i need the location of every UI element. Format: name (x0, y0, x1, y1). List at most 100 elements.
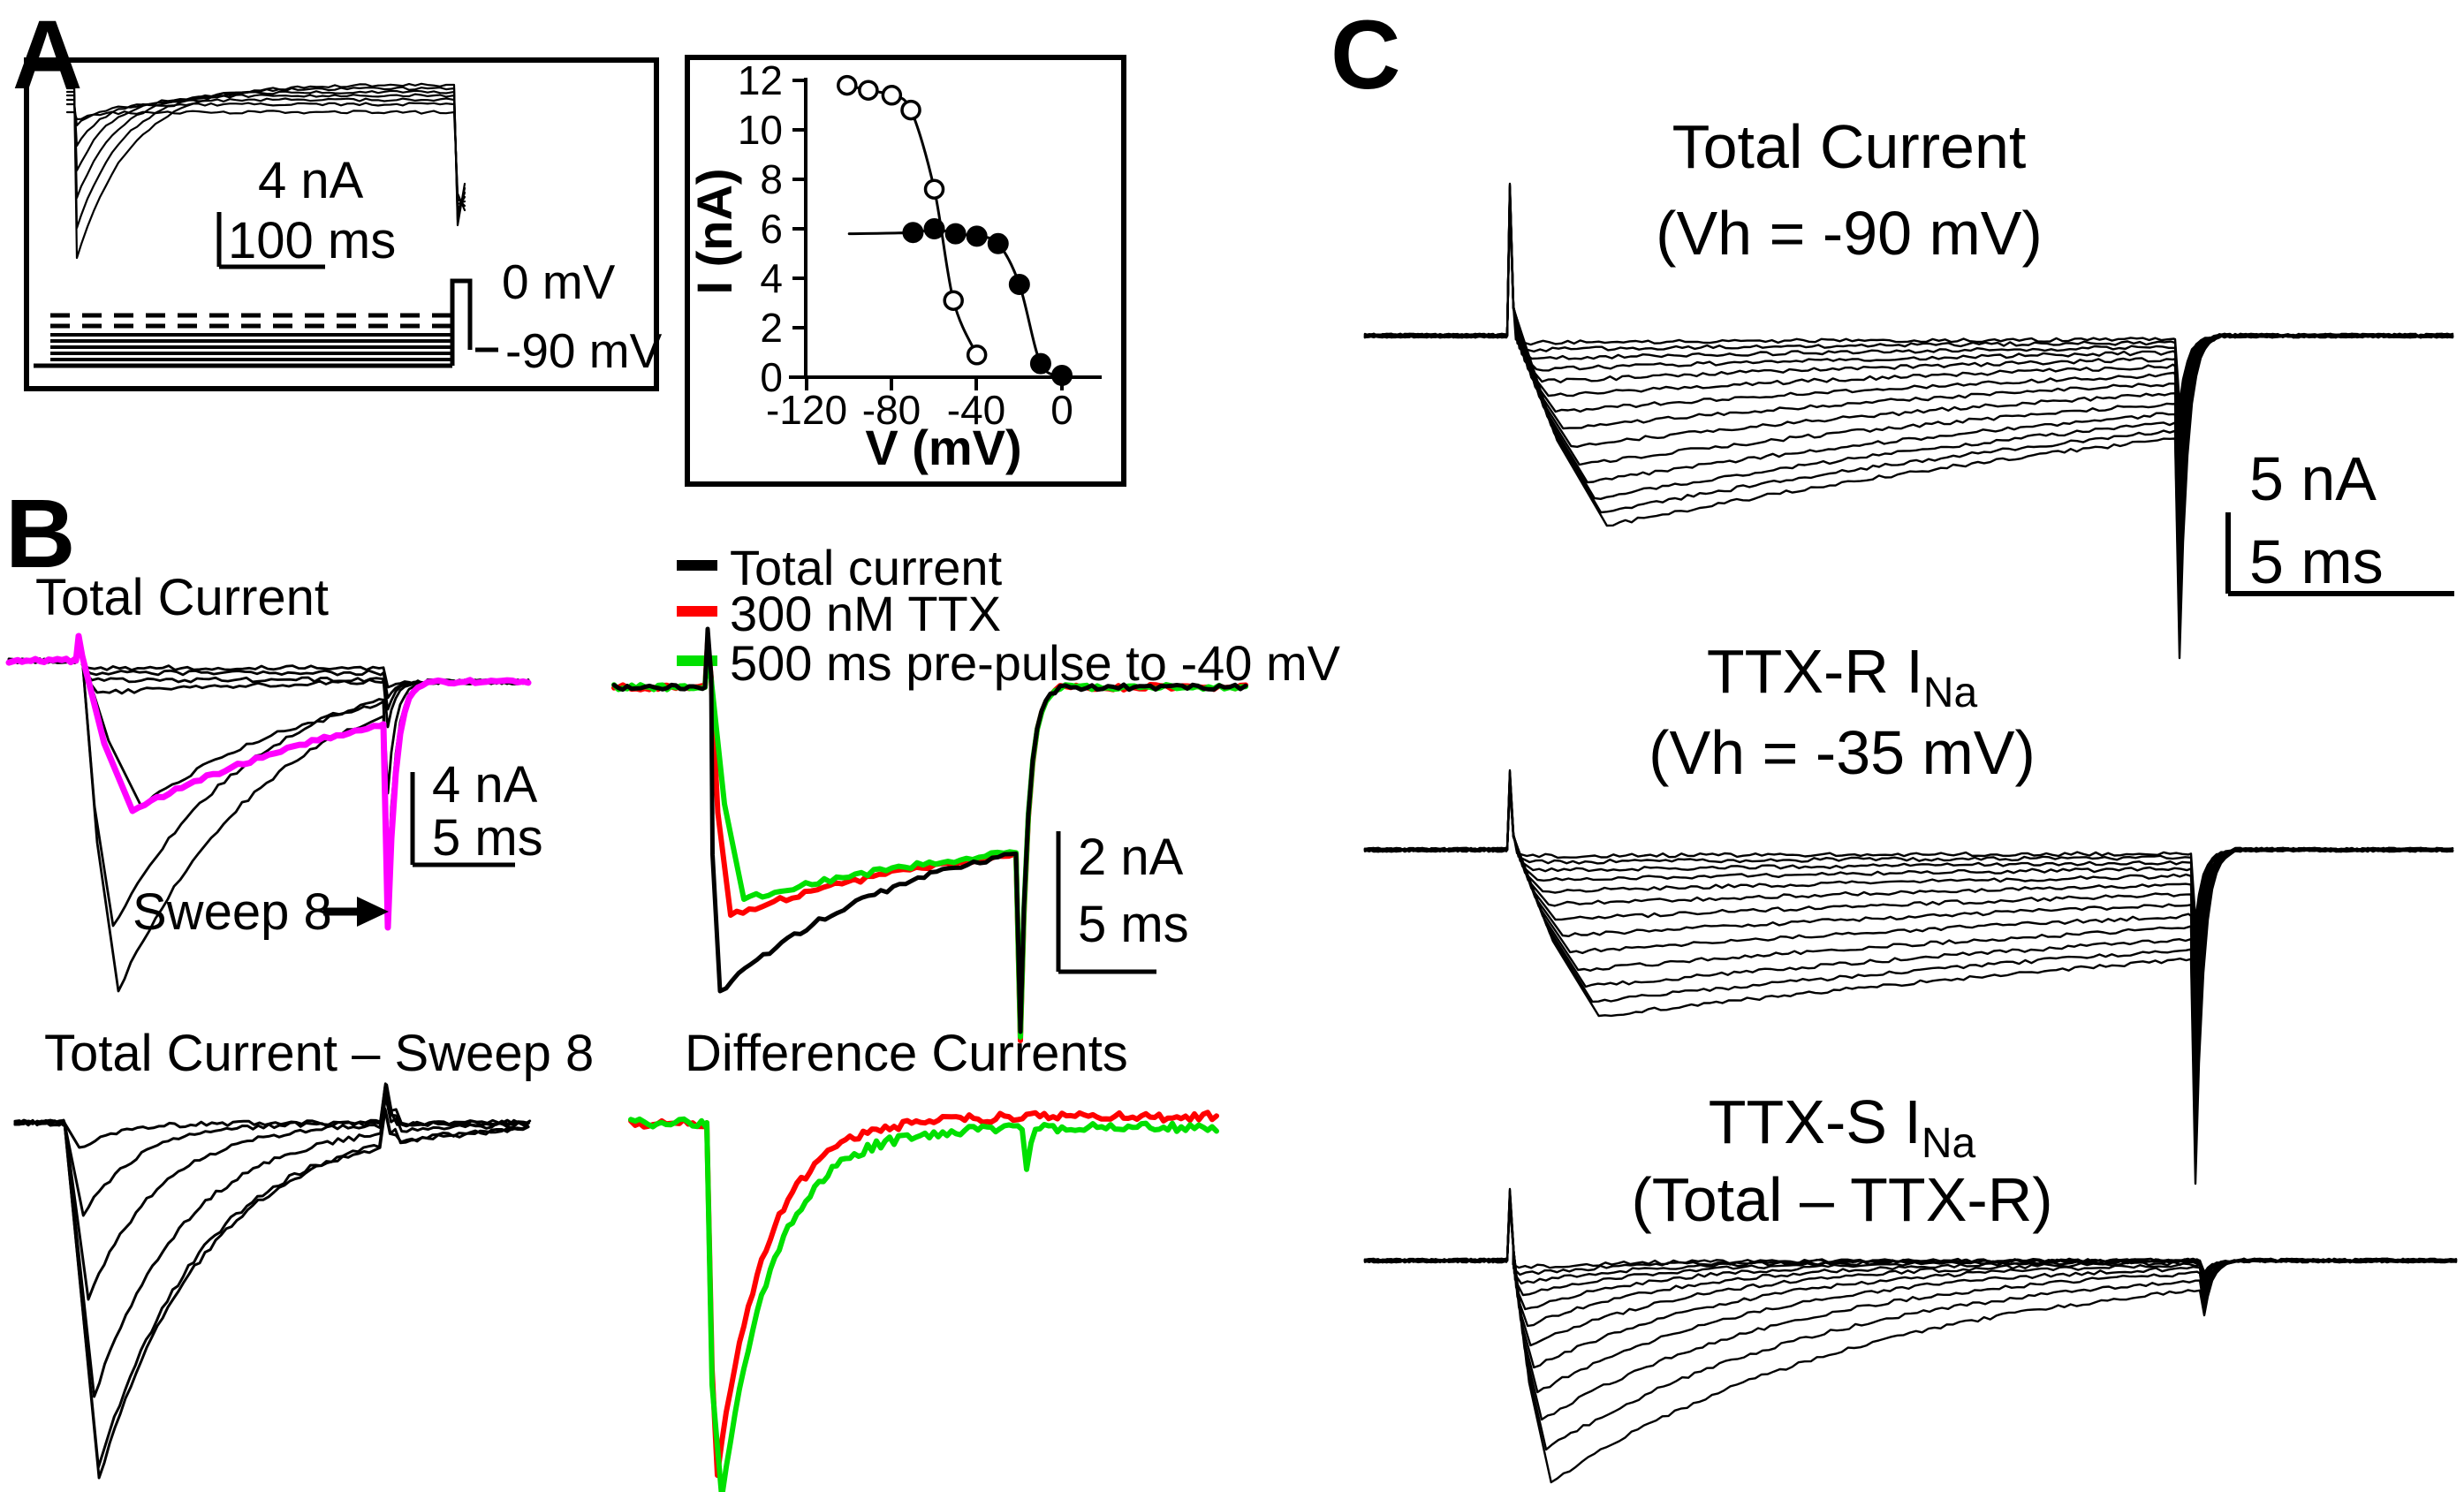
b-sub-trace-2 (13, 1085, 530, 1301)
open-circle-point-5 (943, 290, 964, 311)
c_ttxr-trace-9 (1363, 781, 2454, 1110)
b-scale1-current-label: 4 nA (432, 756, 538, 814)
ytick-10: 10 (738, 107, 783, 153)
legend-label-total: Total current (730, 540, 1003, 595)
c-scale-time-label: 5 ms (2249, 527, 2384, 596)
filled-circle-point-5 (1008, 274, 1030, 295)
b-diff-trace-red (628, 1110, 1219, 1478)
c-title3-line1: TTX-S INa (1709, 1087, 1976, 1167)
c-title3-main: TTX-S I (1709, 1087, 1922, 1156)
c_ttxs-trace-11 (1363, 1202, 2458, 1484)
xtick-0: 0 (1050, 387, 1073, 433)
c_ttxr-trace-8 (1363, 779, 2454, 1080)
c-title2-main: TTX-R I (1707, 637, 1923, 706)
a-scale-current-label: 4 nA (258, 152, 364, 209)
a-trace-6 (65, 110, 466, 212)
ytick-4: 4 (760, 255, 783, 301)
open-circle-point-6 (966, 345, 988, 366)
panel-b: B Total Current 4 nA 5 ms Sweep 8 Total … (5, 480, 1341, 1492)
panel-a-trace-box (24, 57, 659, 391)
legend-label-ttx: 300 nM TTX (730, 586, 1001, 641)
b-diff-traces-group (628, 1110, 1219, 1492)
c_ttxr-trace-12 (1363, 784, 2454, 1185)
a-traces-group (65, 82, 466, 260)
c-ttxs-traces-group (1363, 1187, 2458, 1484)
b-title-difference: Difference Currents (685, 1025, 1128, 1082)
c_total-trace-13 (1363, 198, 2454, 660)
c-title3-line2: (Total – TTX-R) (1631, 1165, 2052, 1234)
a-plot-xlabel: V (mV) (865, 420, 1021, 475)
c-title1-line2: (Vh = -90 mV) (1656, 199, 2043, 268)
b-sub-trace-1 (13, 1082, 530, 1217)
xtick-m80: -80 (862, 387, 921, 433)
b-sweep8-trace (5, 632, 532, 931)
a-trace-5 (65, 102, 466, 208)
ytick-8: 8 (760, 156, 783, 202)
b-sub-trace-0 (13, 1083, 532, 1149)
ytick-0: 0 (760, 354, 783, 400)
b-scale2-time-label: 5 ms (1078, 896, 1189, 953)
legend-swatch-total (677, 560, 717, 571)
panel-b-label: B (5, 480, 75, 588)
filled-circle-point-4 (987, 232, 1009, 254)
ytick-6: 6 (760, 206, 783, 252)
filled-circle-point-2 (944, 223, 967, 245)
open-circle-point-1 (858, 80, 879, 101)
a-trace-2 (65, 89, 466, 216)
a-protocol (34, 278, 498, 368)
a-trace-1 (65, 86, 466, 230)
c_ttxr-trace-5 (1363, 776, 2454, 1002)
a-plot-ylabel: I (nA) (686, 168, 742, 294)
panel-c-label: C (1331, 1, 1400, 110)
xtick-m120: -120 (766, 387, 847, 433)
c-total-traces-group (1363, 182, 2454, 660)
a-scale-time-label: 100 ms (228, 212, 396, 269)
c-title2-subscript: Na (1923, 670, 1978, 716)
a-protocol-holding-label: -90 mV (505, 323, 663, 378)
open-circle-point-3 (900, 99, 921, 121)
c_ttxr-trace-6 (1363, 776, 2454, 1026)
b-mid-traces-group (611, 626, 1248, 1043)
c_ttxr-trace-2 (1363, 771, 2454, 945)
b-sub-trace-3 (13, 1095, 531, 1398)
open-circle-point-2 (881, 85, 903, 106)
c-title3-subscript: Na (1922, 1120, 1976, 1167)
a-protocol-step-label: 0 mV (502, 254, 616, 309)
c-title2-line2: (Vh = -35 mV) (1649, 718, 2036, 787)
c-scale-current-label: 5 nA (2249, 444, 2377, 513)
b-sub-traces-group (13, 1082, 532, 1480)
c_ttxr-trace-10 (1363, 782, 2454, 1137)
legend-swatch-ttx (677, 606, 717, 617)
filled-circle-point-7 (1051, 365, 1073, 387)
a-plot-series (837, 74, 1073, 387)
b-title-total-current: Total Current (35, 569, 329, 626)
legend-label-prepulse: 500 ms pre-pulse to -40 mV (730, 635, 1341, 691)
a-plot-box (685, 55, 1126, 487)
b-sub-trace-5 (13, 1108, 530, 1480)
panel-a-label: A (12, 1, 82, 110)
filled-circle-point-3 (966, 225, 988, 247)
c-title2-line1: TTX-R INa (1707, 637, 1978, 716)
b-mid-trace-black (611, 626, 1248, 1034)
panel-c: C Total Current (Vh = -90 mV) 5 nA 5 ms … (1331, 1, 2458, 1484)
a-plot-yticks (792, 79, 806, 379)
c-ttxr-traces-group (1363, 769, 2454, 1185)
a-protocol-step (450, 278, 473, 366)
open-circle-point-0 (837, 74, 858, 96)
filled-circle-point-1 (923, 218, 945, 239)
b-legend: Total current 300 nM TTX 500 ms pre-puls… (677, 540, 1341, 691)
sweep8-label: Sweep 8 (133, 883, 332, 941)
open-series-curve (839, 83, 979, 357)
ytick-2: 2 (760, 305, 783, 351)
c-title1-line1: Total Current (1672, 112, 2027, 181)
b-scale1-time-label: 5 ms (432, 809, 543, 867)
b-title-subtracted: Total Current – Sweep 8 (44, 1025, 594, 1082)
ytick-12: 12 (738, 57, 783, 103)
b-sub-trace-4 (13, 1107, 529, 1469)
filled-circle-point-0 (902, 222, 924, 244)
xtick-m40: -40 (947, 387, 1005, 433)
b-total-traces-group (5, 632, 532, 993)
b-scale2-current-label: 2 nA (1078, 829, 1184, 886)
